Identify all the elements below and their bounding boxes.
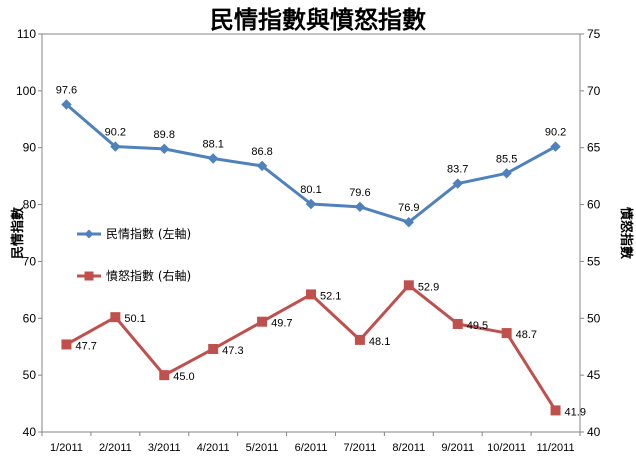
x-tick-label: 2/2011 — [99, 442, 132, 454]
data-point — [110, 141, 121, 152]
x-tick-label: 1/2011 — [50, 442, 83, 454]
left-axis-title: 民情指數 — [10, 207, 26, 259]
data-label: 86.8 — [251, 146, 272, 158]
data-point — [550, 141, 561, 152]
series-layer: 97.6 90.2 89.8 88.1 86.8 80.1 79.6 76.9 83.7 85.5… — [56, 85, 586, 419]
data-point — [452, 318, 463, 329]
legend-label: 民情指數 (左軸) — [106, 226, 191, 241]
data-label: 52.9 — [418, 281, 439, 293]
left-tick-label: 60 — [23, 311, 37, 325]
right-tick-label: 60 — [587, 198, 601, 212]
data-label: 52.1 — [320, 290, 341, 302]
right-tick-label: 55 — [587, 254, 601, 268]
data-label: 97.6 — [56, 85, 77, 97]
data-label: 49.5 — [467, 320, 488, 332]
data-point — [207, 153, 219, 164]
x-axis: 1/2011 2/2011 3/2011 4/2011 5/2011 6/2011 7/20… — [41, 432, 581, 454]
x-tick-label: 10/2011 — [487, 442, 526, 454]
data-point — [550, 405, 561, 416]
data-label: 48.1 — [369, 336, 390, 348]
legend-item: 民情指數 (左軸) — [77, 226, 191, 241]
data-label: 90.2 — [545, 127, 566, 139]
data-point — [403, 216, 415, 228]
left-tick-label: 40 — [23, 425, 37, 439]
data-point — [501, 328, 512, 339]
data-label: 89.8 — [154, 129, 175, 141]
right-axis: 40 45 50 55 60 65 70 75 — [580, 27, 601, 439]
data-point — [305, 198, 317, 210]
right-tick-label: 75 — [587, 27, 601, 41]
right-tick-label: 45 — [587, 368, 601, 382]
left-tick-label: 100 — [16, 84, 36, 98]
data-label: 83.7 — [447, 164, 468, 176]
data-label: 88.1 — [202, 139, 223, 151]
legend: 民情指數 (左軸) 憤怒指數 (右軸) — [77, 226, 191, 283]
right-tick-label: 40 — [587, 425, 601, 439]
data-point — [501, 168, 512, 179]
x-tick-label: 3/2011 — [148, 442, 181, 454]
data-label: 47.7 — [75, 340, 96, 352]
x-tick-label: 7/2011 — [343, 442, 376, 454]
data-point — [159, 143, 170, 155]
right-tick-label: 70 — [587, 84, 601, 98]
data-point — [403, 280, 414, 291]
data-label: 80.1 — [300, 184, 321, 196]
data-label: 45.0 — [173, 371, 194, 383]
legend-label: 憤怒指數 (右軸) — [106, 268, 191, 283]
legend-item: 憤怒指數 (右軸) — [77, 268, 191, 283]
left-tick-label: 80 — [23, 198, 37, 212]
data-point — [61, 339, 72, 350]
x-tick-label: 4/2011 — [197, 442, 230, 454]
data-point — [256, 160, 268, 172]
left-tick-label: 50 — [23, 368, 37, 382]
data-point — [354, 201, 366, 213]
data-point — [159, 370, 170, 381]
series-line — [65, 283, 557, 412]
left-tick-label: 90 — [23, 141, 37, 155]
x-tick-label: 9/2011 — [441, 442, 474, 454]
data-point — [306, 289, 316, 300]
plot-area — [41, 33, 581, 433]
chart-title: 民情指數與憤怒指數 — [210, 5, 426, 34]
right-axis-title: 憤怒指數 — [618, 207, 634, 259]
data-point — [110, 312, 121, 323]
left-tick-label: 110 — [17, 27, 36, 41]
data-point — [452, 178, 463, 189]
data-point — [208, 343, 219, 354]
data-label: 47.3 — [222, 345, 243, 357]
data-label: 76.9 — [398, 202, 419, 214]
data-label: 49.7 — [271, 318, 292, 330]
data-label: 85.5 — [496, 153, 517, 165]
data-label: 79.6 — [349, 187, 370, 199]
legend-marker — [84, 271, 94, 281]
data-label: 50.1 — [124, 313, 145, 325]
data-point — [354, 334, 365, 345]
x-tick-label: 6/2011 — [295, 442, 328, 454]
data-label: 41.9 — [565, 406, 586, 418]
left-axis: 40 50 60 70 80 90 100 110 — [16, 27, 42, 439]
x-tick-label: 8/2011 — [392, 442, 425, 454]
x-tick-label: 11/2011 — [536, 442, 574, 454]
data-label: 90.2 — [105, 127, 126, 139]
legend-marker — [84, 229, 94, 239]
series-2: 47.7 50.1 45.0 47.3 49.7 52.1 48.1 52.9 49.5 48.7… — [61, 280, 586, 418]
data-label: 48.7 — [516, 329, 537, 341]
right-tick-label: 65 — [587, 141, 601, 155]
left-tick-label: 70 — [23, 254, 37, 268]
data-point — [61, 99, 72, 110]
series-1: 97.6 90.2 89.8 88.1 86.8 80.1 79.6 76.9 83.7 85.5… — [56, 85, 566, 228]
x-tick-label: 5/2011 — [246, 442, 279, 454]
data-point — [257, 316, 268, 327]
right-tick-label: 50 — [587, 311, 601, 325]
